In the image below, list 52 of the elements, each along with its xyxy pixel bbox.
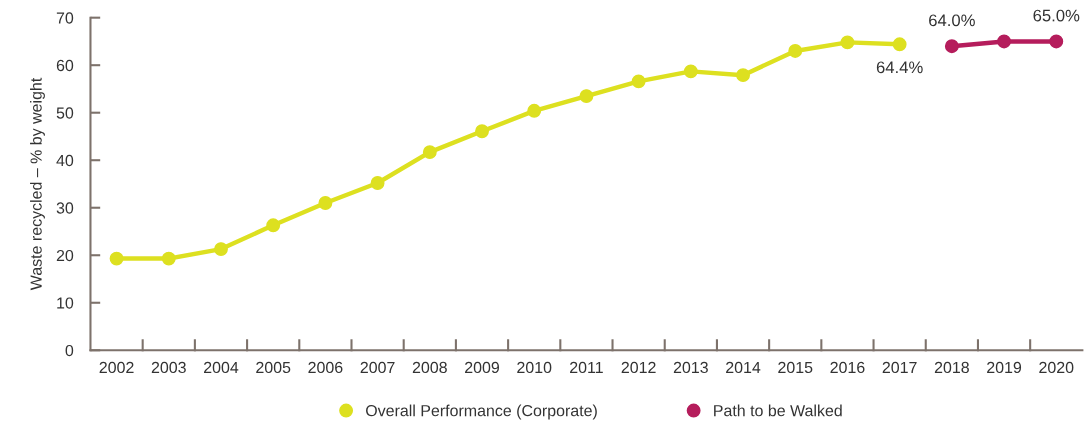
x-tick-label: 2004 <box>204 361 239 374</box>
x-tick-label: 2009 <box>465 361 500 374</box>
point <box>422 145 437 160</box>
data-label: 65.0% <box>1033 9 1080 22</box>
x-tick-label: 2012 <box>621 361 656 374</box>
point <box>161 251 176 266</box>
x-tick-label: 2005 <box>256 361 291 374</box>
x-tick-label: 2010 <box>517 361 552 374</box>
point <box>892 37 907 52</box>
point <box>997 34 1012 49</box>
point <box>1049 34 1064 49</box>
x-tick-label: 2003 <box>151 361 186 374</box>
y-tick-label: 0 <box>65 344 74 357</box>
x-tick-label: 2019 <box>987 361 1022 374</box>
y-tick-label: 50 <box>56 107 74 119</box>
x-tick-label: 2017 <box>882 361 917 374</box>
y-tick-label: 10 <box>57 297 74 309</box>
point <box>370 176 385 190</box>
y-tick-label: 70 <box>56 12 74 24</box>
x-tick-label: 2011 <box>570 361 603 374</box>
legend-label: Overall Performance (Corporate) <box>366 404 597 420</box>
point <box>475 124 489 139</box>
x-tick-label: 2015 <box>778 361 813 374</box>
point <box>214 242 228 257</box>
point <box>266 218 281 233</box>
x-tick-label: 2002 <box>99 361 134 374</box>
x-tick-label: 2006 <box>308 361 343 374</box>
data-label: 64.4% <box>876 61 923 74</box>
data-label: 64.0% <box>929 14 975 27</box>
point <box>683 64 698 79</box>
point <box>631 74 646 89</box>
legend-label: Path to be Walked <box>714 404 842 417</box>
point <box>318 196 333 210</box>
x-tick-label: 2018 <box>934 361 969 374</box>
point <box>788 43 803 58</box>
x-tick-label: 2020 <box>1039 361 1074 374</box>
point <box>840 35 855 50</box>
point <box>109 251 124 266</box>
y-axis-title: Waste recycled – % by weight <box>30 77 45 291</box>
point <box>944 39 959 54</box>
y-tick-label: 60 <box>56 59 74 72</box>
point <box>736 68 750 83</box>
x-tick-label: 2007 <box>360 361 395 374</box>
point <box>579 89 594 104</box>
y-tick-label: 30 <box>56 202 74 214</box>
x-tick-label: 2008 <box>412 361 447 374</box>
x-tick-label: 2013 <box>673 361 708 374</box>
y-tick-label: 20 <box>56 249 74 262</box>
x-tick-label: 2016 <box>830 361 865 374</box>
x-tick-label: 2014 <box>726 361 761 374</box>
point <box>527 103 542 118</box>
y-tick-label: 40 <box>56 154 74 167</box>
